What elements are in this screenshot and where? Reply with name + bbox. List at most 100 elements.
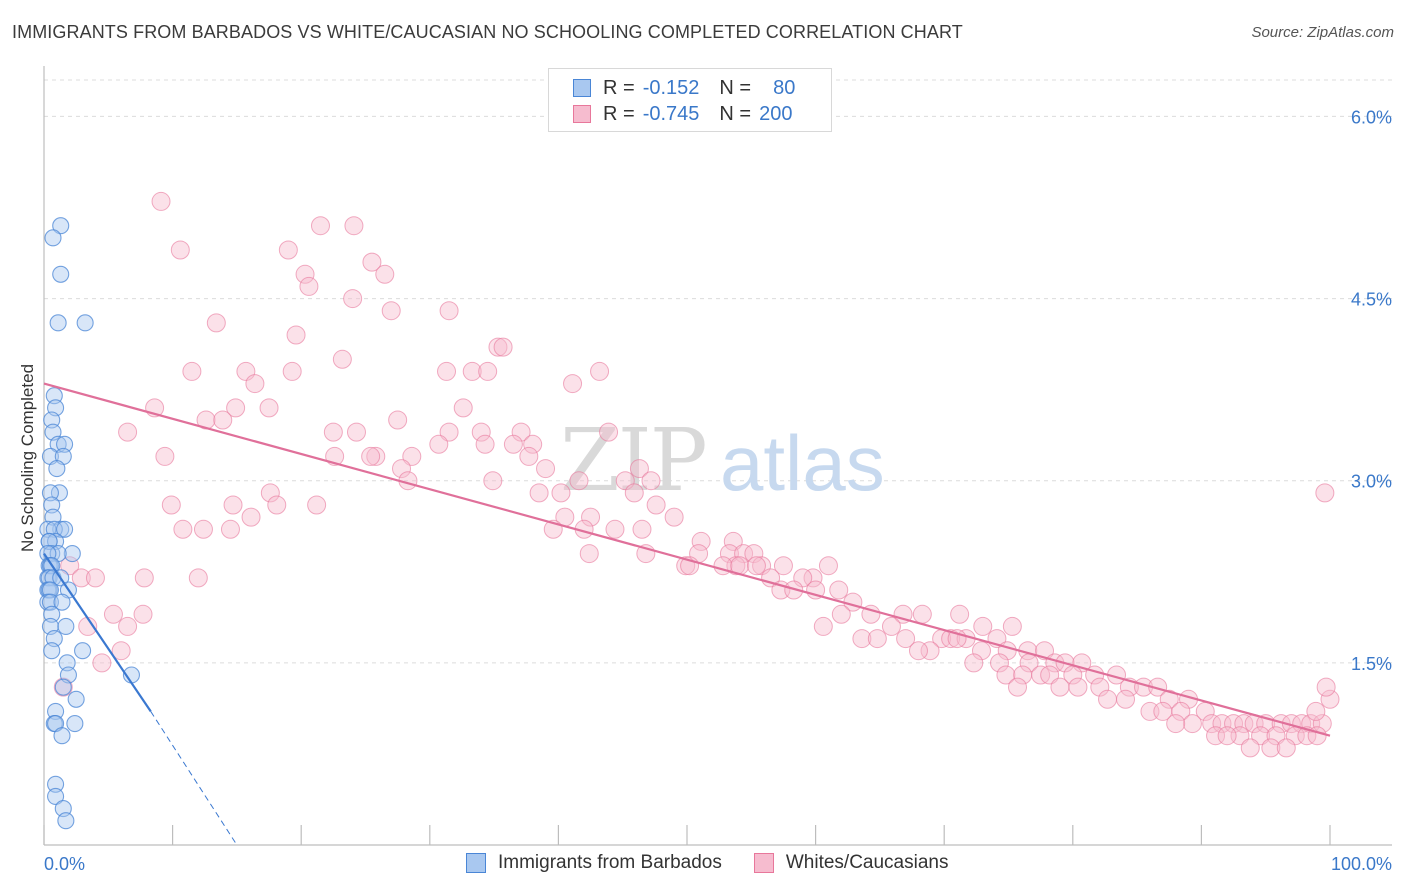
data-point-whites <box>1261 738 1281 758</box>
data-point-whites <box>307 495 327 515</box>
data-point-barbados <box>67 690 85 708</box>
data-point-barbados <box>53 593 71 611</box>
data-point-whites <box>893 604 913 624</box>
data-point-whites <box>723 531 743 551</box>
trend-line-whites <box>43 382 1331 737</box>
data-point-barbados <box>56 435 74 453</box>
data-point-whites <box>536 459 556 479</box>
data-point-whites <box>1050 677 1070 697</box>
series-whites-caucasians <box>53 191 1340 758</box>
data-point-whites <box>599 422 619 442</box>
data-point-barbados <box>43 496 61 514</box>
data-point-barbados <box>44 229 62 247</box>
data-point-barbados <box>66 715 84 733</box>
data-point-whites <box>1240 738 1260 758</box>
legend-row-barbados: R = -0.152 N = 80 <box>573 75 795 101</box>
data-point-whites <box>1320 689 1340 709</box>
data-point-whites <box>646 495 666 515</box>
data-point-whites <box>1098 689 1118 709</box>
data-point-whites <box>1212 714 1232 734</box>
data-point-barbados <box>48 460 66 478</box>
watermark-atlas: atlas <box>720 419 885 507</box>
data-point-whites <box>1306 701 1326 721</box>
data-point-whites <box>1315 483 1335 503</box>
data-point-whites <box>388 410 408 430</box>
data-point-barbados <box>47 775 65 793</box>
data-point-barbados <box>50 484 68 502</box>
y-tick-label: 4.5% <box>1351 290 1392 310</box>
legend-row-whites: R = -0.745 N = 200 <box>573 101 792 127</box>
y-tick-label: 6.0% <box>1351 107 1392 127</box>
data-point-whites <box>381 301 401 321</box>
data-point-whites <box>1271 714 1291 734</box>
data-point-whites <box>881 616 901 636</box>
data-point-whites <box>1234 714 1254 734</box>
data-point-whites <box>483 471 503 491</box>
data-point-whites <box>362 252 382 272</box>
legend-n-label: N = <box>719 76 752 99</box>
axes <box>43 66 1392 846</box>
data-point-barbados <box>41 484 59 502</box>
data-point-whites <box>569 471 589 491</box>
data-point-whites <box>831 604 851 624</box>
data-point-whites <box>361 446 381 466</box>
data-point-whites <box>852 629 872 649</box>
source-label: Source: ZipAtlas.com <box>1251 24 1394 41</box>
data-point-barbados <box>49 314 67 332</box>
data-point-whites <box>1206 726 1226 746</box>
data-point-whites <box>503 434 523 454</box>
data-point-barbados <box>57 812 75 830</box>
data-point-barbados <box>40 569 58 587</box>
data-point-whites <box>259 398 279 418</box>
legend-swatch-pink <box>573 105 591 123</box>
data-point-whites <box>392 459 412 479</box>
data-point-whites <box>118 616 138 636</box>
data-point-whites <box>691 531 711 551</box>
data-point-whites <box>245 374 265 394</box>
legend-item-barbados[interactable]: Immigrants from Barbados <box>466 852 722 874</box>
data-point-whites <box>299 276 319 296</box>
data-point-whites <box>161 495 181 515</box>
data-point-whites <box>1166 714 1186 734</box>
data-point-barbados <box>53 727 71 745</box>
legend-n-value: 200 <box>759 102 793 125</box>
data-point-barbados <box>52 217 70 235</box>
data-point-whites <box>973 616 993 636</box>
data-point-barbados <box>43 642 61 660</box>
data-point-whites <box>1276 738 1296 758</box>
legend-swatch-blue <box>466 853 486 873</box>
data-point-whites <box>1182 714 1202 734</box>
data-point-barbados <box>47 702 65 720</box>
series-legend: Immigrants from Barbados Whites/Caucasia… <box>466 852 980 874</box>
data-point-barbados <box>58 654 76 672</box>
data-point-whites <box>493 337 513 357</box>
data-point-whites <box>519 446 539 466</box>
legend-n-value: 80 <box>773 76 796 99</box>
data-point-whites <box>151 191 171 211</box>
legend-swatch-pink <box>753 853 774 873</box>
data-point-whites <box>632 519 652 539</box>
legend-label-whites: Whites/Caucasians <box>785 852 949 873</box>
data-point-barbados <box>45 387 63 405</box>
data-point-whites <box>118 422 138 442</box>
data-point-whites <box>1040 665 1060 685</box>
data-point-whites <box>111 641 131 661</box>
data-point-whites <box>996 665 1016 685</box>
data-point-whites <box>182 361 202 381</box>
data-point-whites <box>343 289 363 309</box>
data-point-whites <box>478 361 498 381</box>
data-point-whites <box>744 544 764 564</box>
data-point-whites <box>912 604 932 624</box>
data-point-whites <box>971 641 991 661</box>
data-point-barbados <box>54 678 72 696</box>
data-point-barbados <box>39 520 57 538</box>
data-point-whites <box>375 264 395 284</box>
legend-label-barbados: Immigrants from Barbados <box>498 852 722 873</box>
legend-item-whites[interactable]: Whites/Caucasians <box>753 852 949 874</box>
data-point-whites <box>267 495 287 515</box>
data-point-barbados <box>52 265 70 283</box>
data-point-whites <box>462 361 482 381</box>
data-point-whites <box>346 422 366 442</box>
series-immigrants-barbados <box>39 217 140 830</box>
data-point-whites <box>295 264 315 284</box>
